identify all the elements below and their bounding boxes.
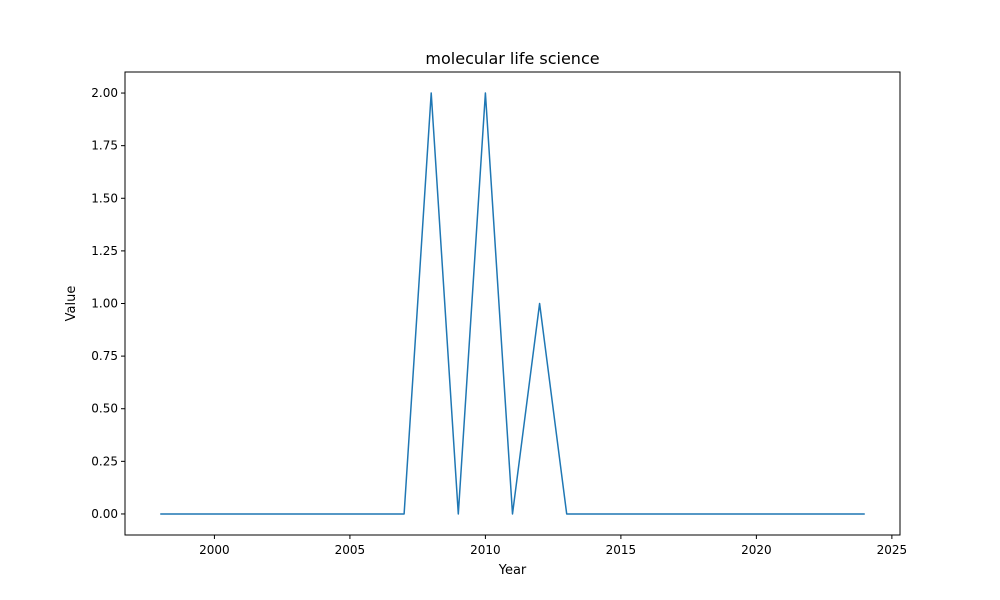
series-line-1 [160,92,865,515]
y-tick-label: 0.25 [91,454,118,468]
y-tick-label: 1.75 [91,139,118,153]
y-tick-label: 0.50 [91,402,118,416]
y-tick-label: 1.50 [91,191,118,205]
y-tick-label: 1.25 [91,244,118,258]
plot-area: 0.00 0.25 0.50 0.75 1.00 1.25 1.50 1.75 2.00 200… [91,71,907,557]
plot-background [125,72,900,535]
x-tick-label: 2015 [606,543,637,557]
x-tick-label: 2005 [335,543,366,557]
y-tick-label: 0.00 [91,507,118,521]
plot-frame [124,71,901,536]
y-tick-label: 2.00 [91,86,118,100]
y-tick-label: 1.00 [91,297,118,311]
x-tick-label: 2000 [199,543,230,557]
series-lines [160,92,865,515]
x-tick-label: 2020 [741,543,772,557]
x-axis-label: Year [498,563,527,578]
x-tick-label: 2025 [877,543,908,557]
y-axis-ticks: 0.00 0.25 0.50 0.75 1.00 1.25 1.50 1.75 2.00 [91,86,125,521]
x-tick-label: 2010 [470,543,501,557]
x-axis-ticks: 2000 2005 2010 2015 2020 2025 [199,535,907,557]
chart-title: molecular life science [425,49,599,68]
y-tick-label: 0.75 [91,349,118,363]
y-axis-label: Value [64,286,79,322]
